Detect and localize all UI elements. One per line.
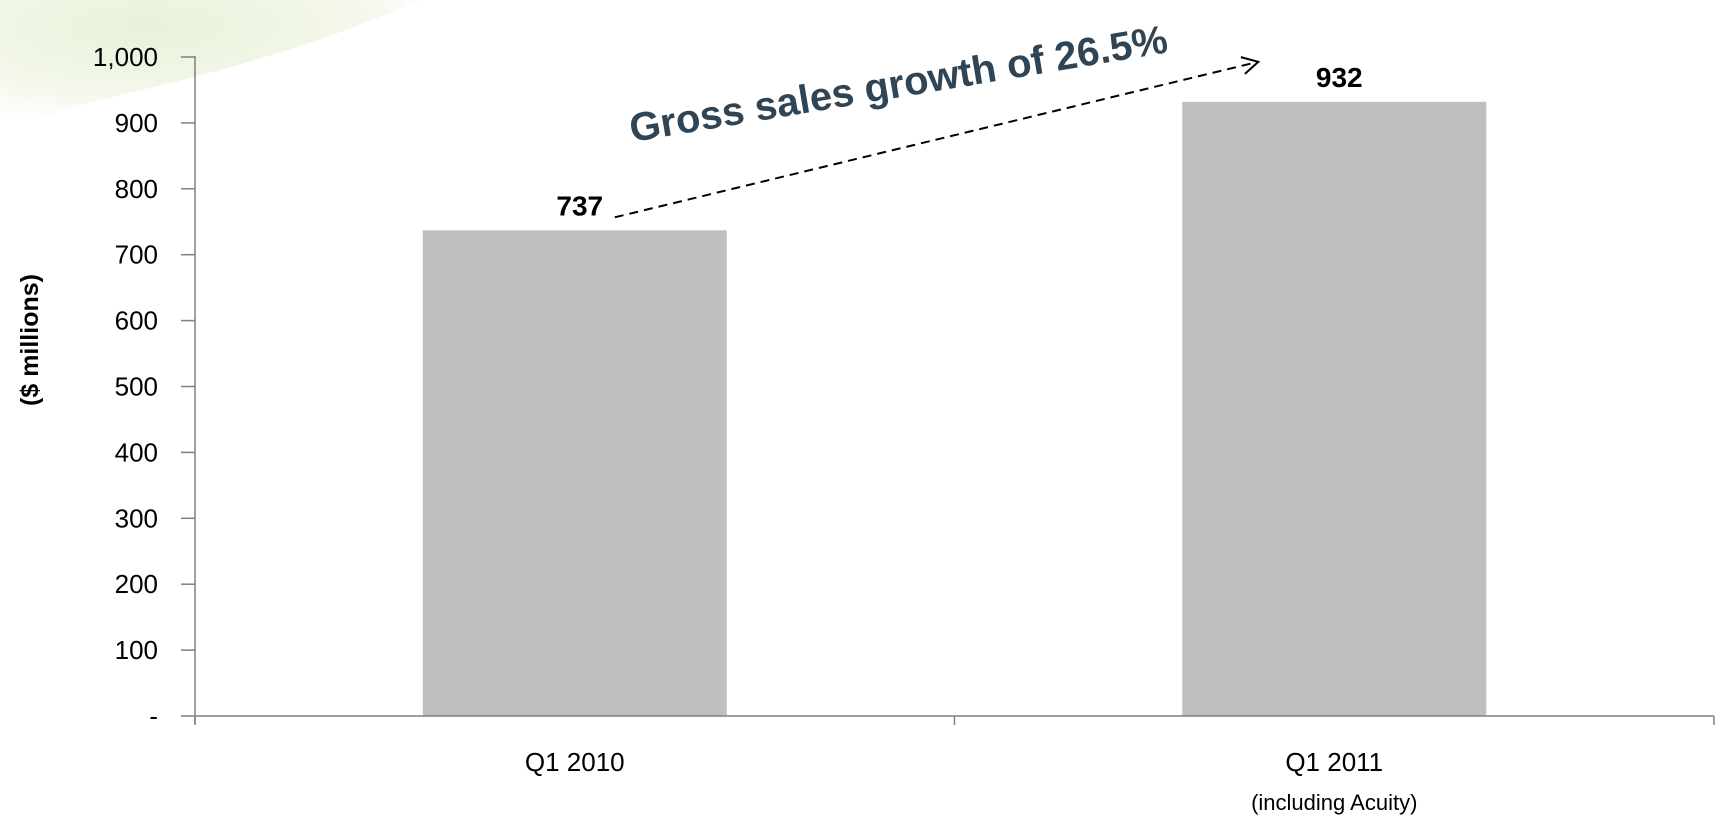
growth-annotation: Gross sales growth of 26.5%: [614, 18, 1261, 219]
x-tick-sublabel: (including Acuity): [1251, 790, 1417, 815]
growth-arrow-line: [614, 60, 1259, 219]
background-accent: [0, 0, 420, 135]
bar: [1182, 101, 1487, 716]
x-tick-label: Q1 2010: [525, 747, 625, 777]
y-tick-label: 900: [115, 108, 158, 138]
y-tick-label: 200: [115, 569, 158, 599]
y-tick-label: 700: [115, 240, 158, 270]
y-tick-label: 100: [115, 635, 158, 665]
y-tick-label: 600: [115, 306, 158, 336]
x-axis-labels: Q1 2010 Q1 2011 (including Acuity): [525, 747, 1418, 815]
y-tick-label: 500: [115, 372, 158, 402]
x-tick-label: Q1 2011: [1285, 747, 1383, 777]
bar: [422, 230, 727, 716]
y-axis-ticks: - 100 200 300 400 500 600 700 800 900 1,000: [93, 42, 195, 731]
y-tick-label: 400: [115, 437, 158, 467]
data-label: 737: [556, 190, 603, 221]
data-label: 932: [1316, 62, 1363, 93]
axes: [194, 56, 1715, 725]
y-tick-label: 300: [115, 503, 158, 533]
y-tick-label: 800: [115, 174, 158, 204]
growth-annotation-text: Gross sales growth of 26.5%: [626, 18, 1170, 151]
data-labels: 737 932: [556, 62, 1362, 222]
y-tick-label: 1,000: [93, 42, 158, 72]
y-axis-title: ($ millions): [16, 274, 44, 406]
y-tick-label: -: [149, 701, 158, 731]
growth-arrow-head: [1240, 56, 1261, 75]
bars: [422, 101, 1487, 716]
